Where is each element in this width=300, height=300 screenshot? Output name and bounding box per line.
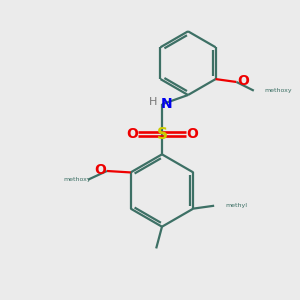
Text: O: O: [126, 127, 138, 141]
Text: S: S: [157, 127, 167, 142]
Text: O: O: [94, 163, 106, 176]
Text: N: N: [160, 97, 172, 111]
Text: methyl: methyl: [225, 203, 247, 208]
Text: O: O: [186, 127, 198, 141]
Text: O: O: [237, 74, 249, 88]
Text: H: H: [148, 97, 157, 107]
Text: methoxy: methoxy: [265, 88, 292, 93]
Text: methoxy: methoxy: [63, 177, 91, 182]
